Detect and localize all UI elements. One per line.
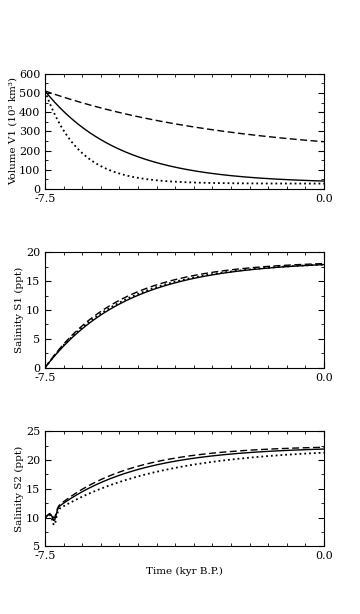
Y-axis label: Volume V1 (10³ km³): Volume V1 (10³ km³) — [8, 77, 17, 185]
Y-axis label: Salinity S2 (ppt): Salinity S2 (ppt) — [15, 446, 24, 532]
Y-axis label: Salinity S1 (ppt): Salinity S1 (ppt) — [15, 267, 24, 353]
X-axis label: Time (kyr B.P.): Time (kyr B.P.) — [146, 567, 223, 576]
